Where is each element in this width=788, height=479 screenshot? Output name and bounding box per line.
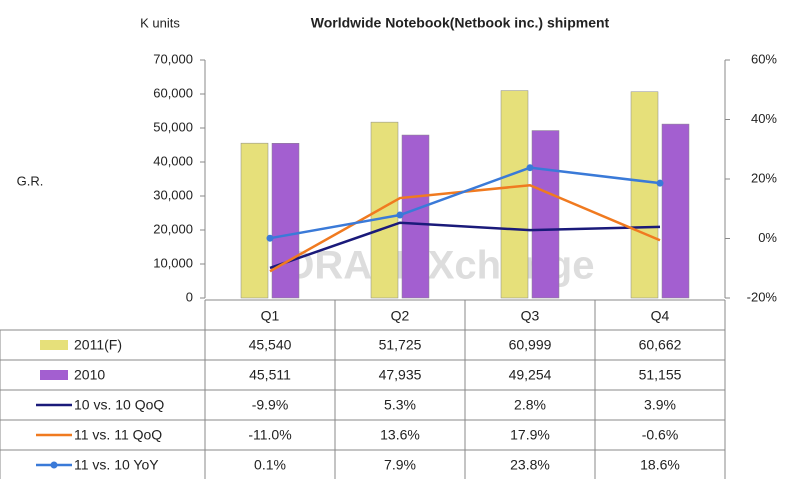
table-cell: -11.0% bbox=[248, 427, 291, 443]
y-tick-label: 20,000 bbox=[153, 221, 193, 236]
bar bbox=[370, 121, 399, 299]
x-tick-label: Q1 bbox=[261, 308, 280, 324]
legend-swatch bbox=[40, 340, 68, 350]
legend-swatch bbox=[40, 370, 68, 380]
legend-label: 2011(F) bbox=[74, 337, 122, 353]
y-tick-label: 60,000 bbox=[153, 85, 193, 100]
line-marker bbox=[396, 211, 404, 219]
y-tick-label: 10,000 bbox=[153, 255, 193, 270]
bar bbox=[240, 142, 269, 299]
bar bbox=[401, 134, 430, 299]
legend-label: 11 vs. 10 YoY bbox=[74, 457, 159, 473]
table-cell: 60,999 bbox=[509, 337, 552, 353]
bar bbox=[271, 143, 300, 299]
table-cell: 45,540 bbox=[249, 337, 292, 353]
legend-label: 10 vs. 10 QoQ bbox=[74, 397, 164, 413]
y-axis-label: K units bbox=[140, 15, 180, 30]
table-cell: 51,725 bbox=[379, 337, 422, 353]
y-tick-label: 0 bbox=[186, 289, 193, 304]
y-tick-label: 70,000 bbox=[153, 51, 193, 66]
table-cell: 49,254 bbox=[509, 367, 552, 383]
bar bbox=[500, 90, 529, 299]
x-tick-label: Q2 bbox=[391, 308, 410, 324]
line-marker bbox=[656, 179, 664, 187]
y2-tick-label: 0% bbox=[758, 230, 777, 245]
chart-title: Worldwide Notebook(Netbook inc.) shipmen… bbox=[311, 15, 610, 31]
table-cell: 0.1% bbox=[254, 457, 286, 473]
table-cell: 17.9% bbox=[510, 427, 550, 443]
table-cell: 51,155 bbox=[639, 367, 682, 383]
table-cell: -9.9% bbox=[252, 397, 289, 413]
table-cell: 2.8% bbox=[514, 397, 546, 413]
line bbox=[269, 166, 661, 240]
table-cell: 60,662 bbox=[639, 337, 682, 353]
legend-label: 2010 bbox=[74, 367, 105, 383]
y2-axis-label: G.R. bbox=[17, 173, 44, 188]
table-cell: 13.6% bbox=[380, 427, 420, 443]
table-cell: 5.3% bbox=[384, 397, 416, 413]
table-cell: 3.9% bbox=[644, 397, 676, 413]
legend-label: 11 vs. 11 QoQ bbox=[74, 427, 162, 443]
line-marker bbox=[526, 164, 534, 172]
legend-marker bbox=[50, 461, 58, 469]
x-tick-label: Q3 bbox=[521, 308, 540, 324]
y-tick-label: 50,000 bbox=[153, 119, 193, 134]
x-tick-label: Q4 bbox=[651, 308, 670, 324]
y2-tick-label: 20% bbox=[751, 170, 777, 185]
line bbox=[269, 221, 661, 270]
y-tick-label: 40,000 bbox=[153, 153, 193, 168]
bar bbox=[661, 123, 690, 299]
table-cell: 23.8% bbox=[510, 457, 550, 473]
y2-tick-label: 60% bbox=[751, 51, 777, 66]
y2-tick-label: -20% bbox=[747, 289, 778, 304]
table-cell: 45,511 bbox=[249, 367, 291, 383]
line-marker bbox=[266, 234, 274, 242]
y-tick-label: 30,000 bbox=[153, 187, 193, 202]
table-cell: -0.6% bbox=[642, 427, 679, 443]
y2-tick-label: 40% bbox=[751, 111, 777, 126]
table-cell: 7.9% bbox=[384, 457, 416, 473]
bar bbox=[531, 130, 560, 299]
table-cell: 18.6% bbox=[640, 457, 680, 473]
table-cell: 47,935 bbox=[379, 367, 422, 383]
bar bbox=[630, 91, 659, 299]
